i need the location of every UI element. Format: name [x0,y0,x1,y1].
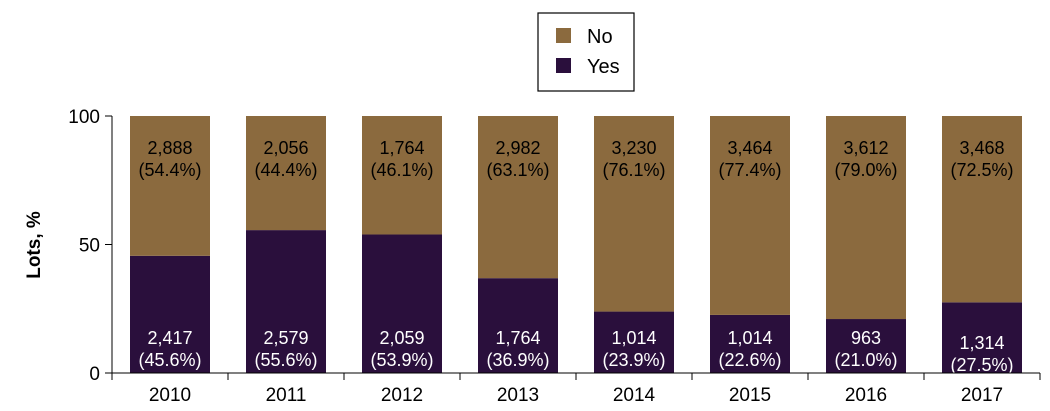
label-yes-percent-2013: (36.9%) [486,350,549,370]
label-yes-percent-2010: (45.6%) [138,350,201,370]
x-tick-label-2011: 2011 [266,385,307,406]
label-no-count-2011: 2,056 [263,138,308,158]
bar-no-2010 [130,116,210,256]
x-axis: 2010 2011 2012 2013 2014 2015 2016 2017 [111,372,1041,406]
x-tick-label-2014: 2014 [613,385,656,406]
bars: 2,888(54.4%) 2,417(45.6%) 2,056(44.4%) 2,57… [130,116,1022,375]
y-axis-label: Lots, % [24,211,45,279]
label-no-percent-2011: (44.4%) [254,160,317,180]
label-no-percent-2013: (63.1%) [486,160,549,180]
label-no-count-2015: 3,464 [727,138,772,158]
x-tick-label-2016: 2016 [845,385,887,406]
label-no-percent-2015: (77.4%) [718,160,781,180]
bar-yes-2014 [594,311,674,373]
label-yes-percent-2017: (27.5%) [950,355,1013,375]
legend-swatch-yes [556,58,571,73]
bar-yes-2012 [362,234,442,373]
legend: No Yes [537,12,635,92]
bar-no-2012 [362,116,442,235]
x-tick-label-2017: 2017 [961,385,1003,406]
legend-label-yes: Yes [587,56,620,78]
label-yes-count-2013: 1,764 [495,328,540,348]
label-no-percent-2012: (46.1%) [370,160,433,180]
label-yes-count-2017: 1,314 [959,333,1004,353]
bar-no-2014 [594,116,674,312]
label-yes-percent-2015: (22.6%) [718,350,781,370]
bar-no-2016 [826,116,906,320]
label-no-percent-2016: (79.0%) [834,160,897,180]
bar-yes-2016 [826,319,906,373]
y-axis: 0 50 100 [68,107,113,385]
bar-yes-2011 [246,230,326,373]
legend-label-no: No [587,26,613,48]
label-yes-count-2016: 963 [851,328,881,348]
legend-swatch-no [556,28,571,43]
label-no-count-2010: 2,888 [147,138,192,158]
x-tick-label-2015: 2015 [729,385,771,406]
label-yes-count-2011: 2,579 [263,328,308,348]
bar-no-2011 [246,116,326,231]
bar-no-2013 [478,116,558,279]
label-yes-percent-2011: (55.6%) [254,350,317,370]
label-no-count-2016: 3,612 [843,138,888,158]
label-yes-count-2012: 2,059 [379,328,424,348]
bar-no-2015 [710,116,790,315]
y-tick-label-0: 0 [89,364,100,385]
bar-no-2017 [942,116,1022,303]
label-yes-percent-2014: (23.9%) [602,350,665,370]
x-tick-label-2010: 2010 [149,385,191,406]
label-no-count-2013: 2,982 [495,138,540,158]
label-yes-percent-2016: (21.0%) [834,350,897,370]
x-tick-label-2013: 2013 [497,385,539,406]
label-yes-count-2010: 2,417 [147,328,192,348]
legend-box [537,12,635,92]
bar-yes-2017 [942,302,1022,373]
label-no-count-2012: 1,764 [379,138,424,158]
label-no-percent-2010: (54.4%) [138,160,201,180]
label-yes-percent-2012: (53.9%) [370,350,433,370]
label-no-percent-2017: (72.5%) [950,160,1013,180]
bar-yes-2013 [478,278,558,373]
label-no-percent-2014: (76.1%) [602,160,665,180]
label-yes-count-2014: 1,014 [611,328,656,348]
y-tick-label-50: 50 [79,236,100,257]
bar-yes-2015 [710,314,790,373]
label-no-count-2014: 3,230 [611,138,656,158]
label-no-count-2017: 3,468 [959,138,1004,158]
y-tick-label-100: 100 [68,107,100,128]
x-tick-label-2012: 2012 [381,385,423,406]
label-yes-count-2015: 1,014 [727,328,772,348]
bar-yes-2010 [130,255,210,373]
